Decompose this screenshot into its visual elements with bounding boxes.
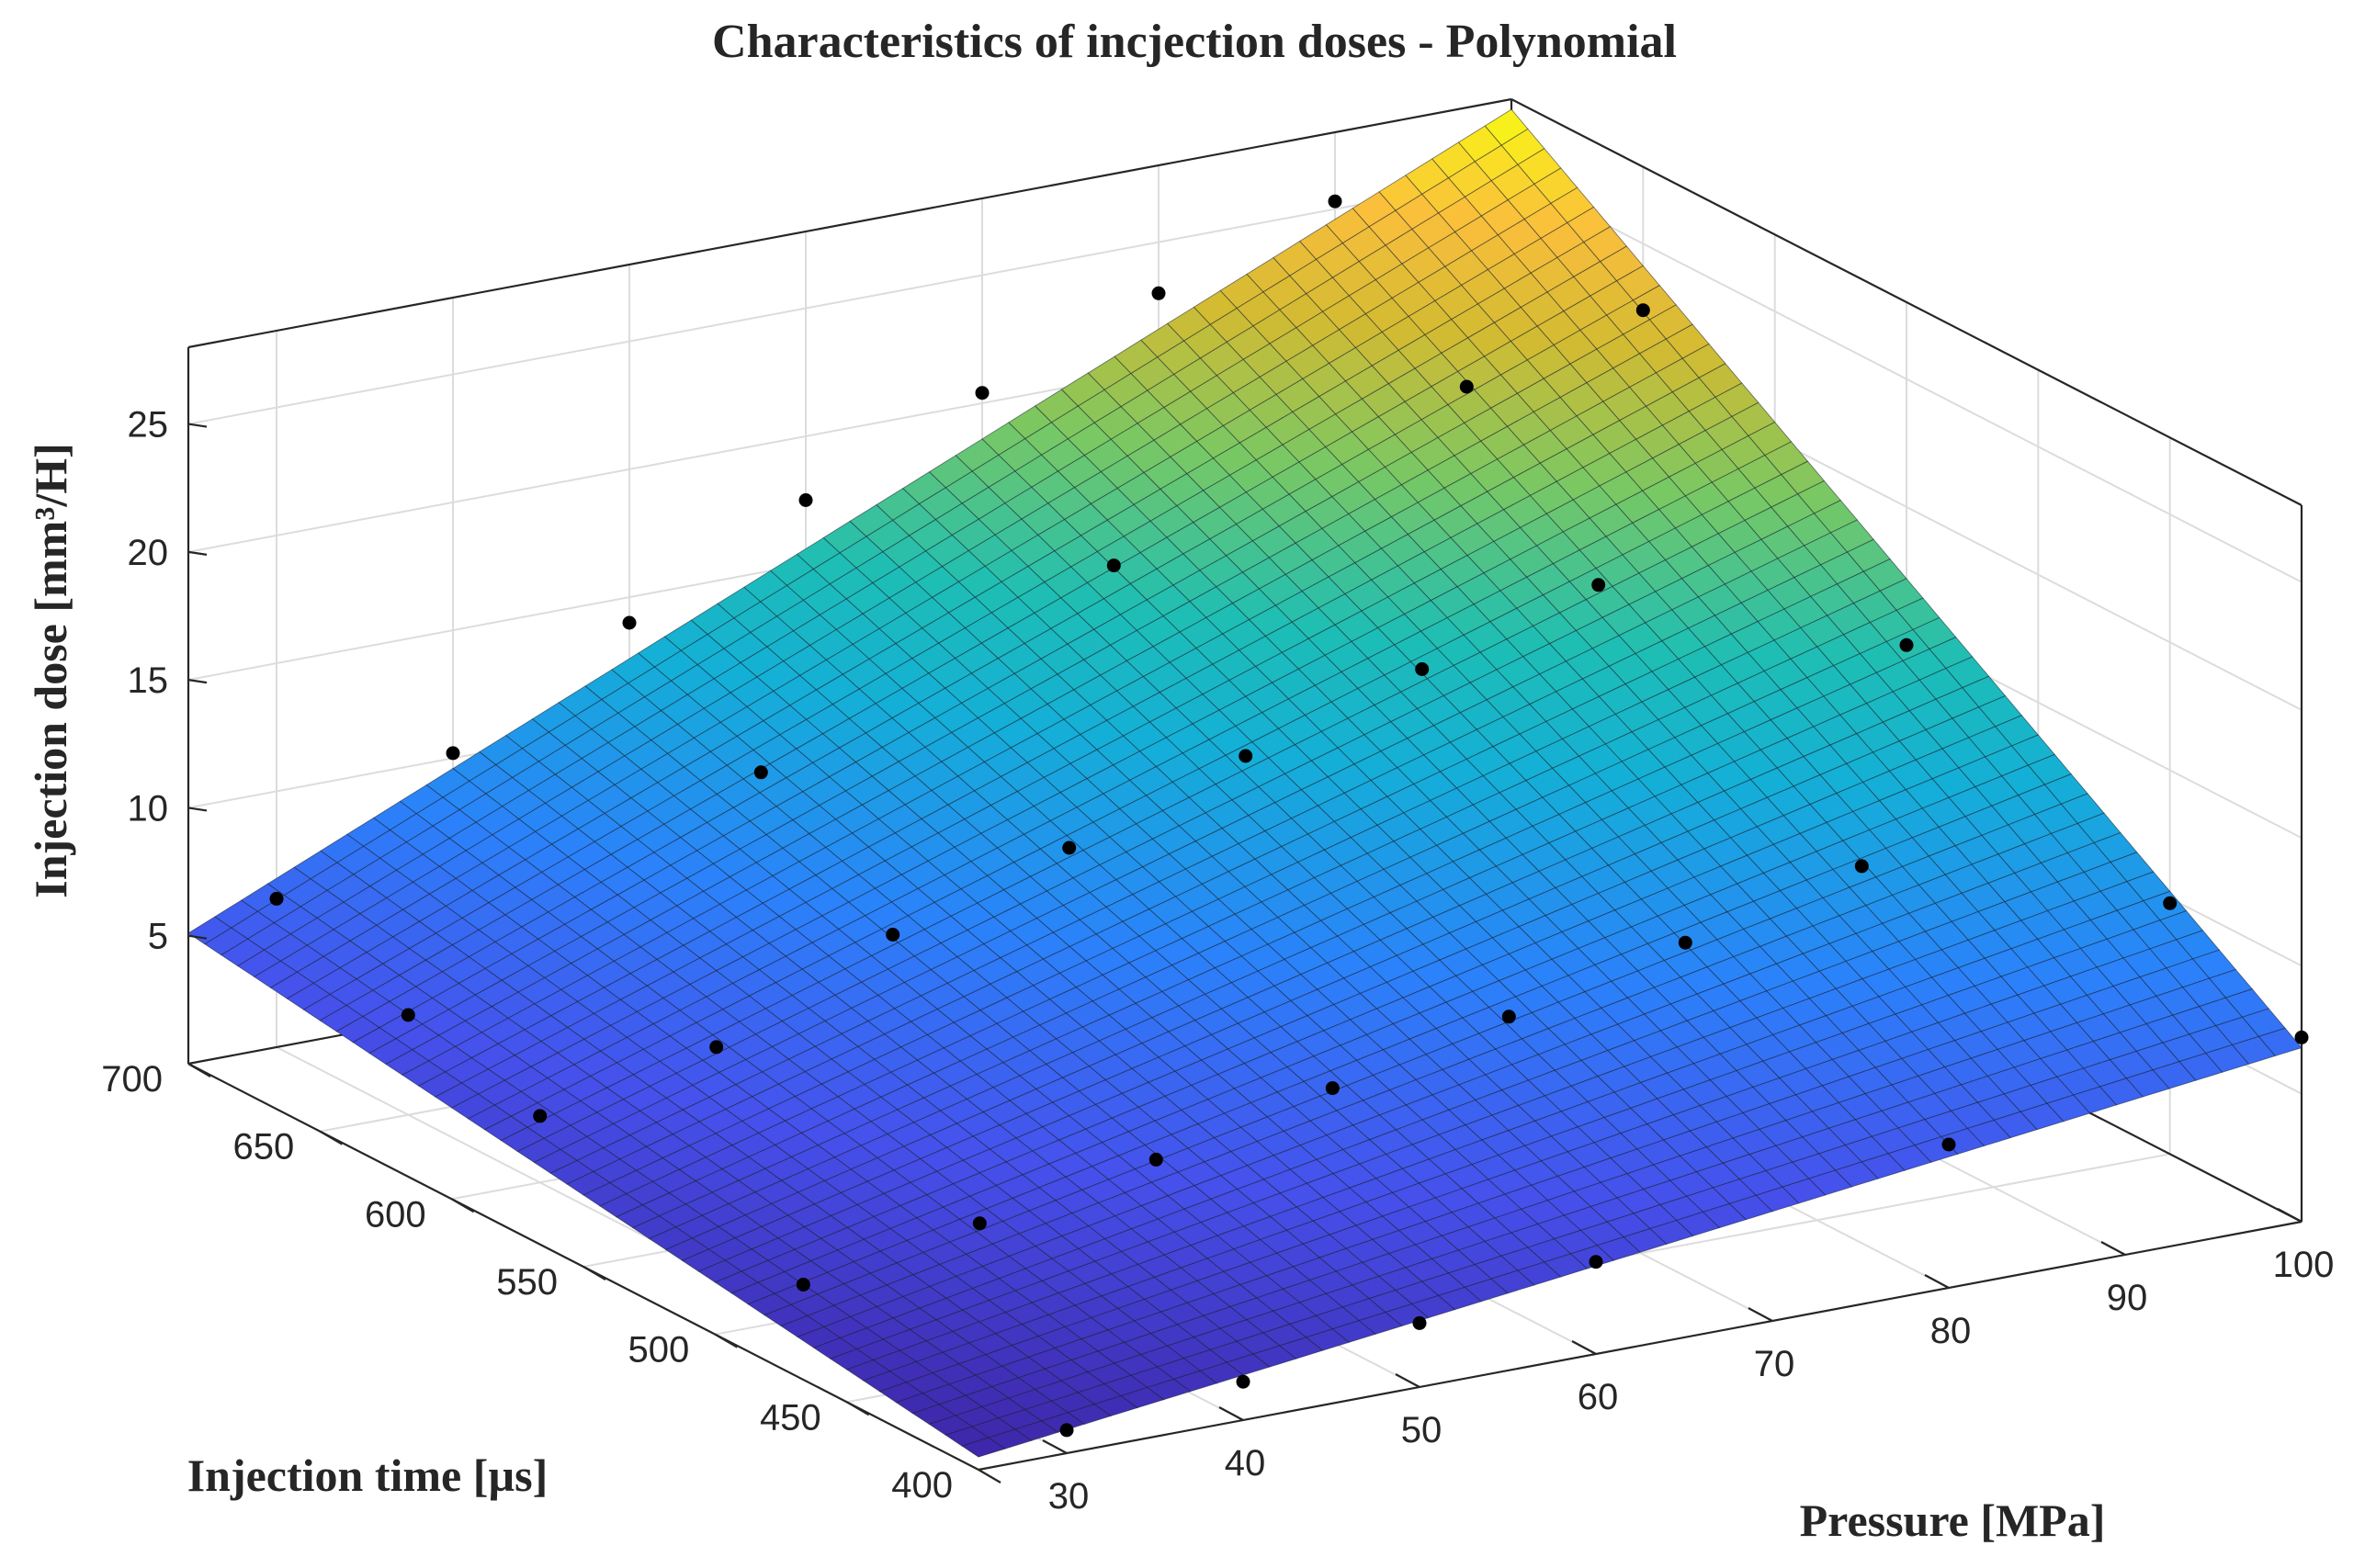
measured-point — [1854, 859, 1869, 874]
x-tick — [2277, 1208, 2302, 1223]
box-edge — [978, 1220, 2302, 1472]
x-tick — [1748, 1307, 1773, 1322]
y-tick-label: 550 — [496, 1262, 558, 1303]
measured-point — [1236, 1374, 1250, 1389]
x-tick-label: 40 — [1225, 1443, 1266, 1483]
z-tick — [187, 807, 208, 812]
y-axis-label: Injection time [µs] — [187, 1450, 549, 1501]
surface-patch — [961, 1437, 1006, 1458]
x-tick — [1218, 1406, 1244, 1421]
z-tick-label: 5 — [148, 917, 168, 957]
measured-point — [1459, 379, 1474, 394]
x-tick-label: 70 — [1754, 1344, 1795, 1384]
x-tick-label: 30 — [1048, 1476, 1090, 1517]
y-tick — [583, 1266, 606, 1280]
measured-points — [269, 194, 2309, 1438]
z-tick-label: 10 — [128, 788, 169, 829]
y-tick — [451, 1198, 475, 1213]
measured-point — [2163, 896, 2178, 910]
box-edge — [187, 97, 1512, 349]
z-tick — [187, 934, 208, 940]
measured-point — [1106, 558, 1121, 573]
measured-point — [2294, 1030, 2309, 1044]
measured-point — [1151, 286, 1166, 300]
x-tick-label: 50 — [1401, 1410, 1443, 1450]
z-axis-label: Injection dose [mm³/H] — [25, 443, 76, 897]
measured-point — [401, 1008, 415, 1022]
x-tick-label: 60 — [1578, 1377, 1619, 1417]
y-tick — [319, 1130, 343, 1145]
measured-point — [533, 1109, 548, 1123]
axis-ticks: 30 40 50 60 70 80 90 100 400 450 500 550 600 650 700 5 1… — [101, 405, 2334, 1517]
measured-point — [975, 386, 990, 400]
measured-point — [1062, 840, 1077, 855]
y-tick-label: 600 — [365, 1194, 426, 1235]
x-tick — [1924, 1274, 1950, 1289]
measured-point — [1328, 194, 1342, 209]
x-axis-label: Pressure [MPa] — [1800, 1495, 2106, 1546]
x-tick — [2100, 1241, 2126, 1256]
measured-point — [1678, 935, 1692, 950]
measured-point — [886, 928, 900, 942]
z-tick — [187, 423, 208, 428]
measured-point — [1899, 637, 1914, 652]
measured-point — [269, 891, 284, 906]
y-tick — [846, 1401, 870, 1416]
measured-point — [1415, 662, 1430, 676]
y-tick-label: 700 — [101, 1059, 163, 1100]
measured-point — [1148, 1152, 1163, 1167]
measured-point — [1589, 1255, 1603, 1269]
y-tick — [187, 1063, 211, 1077]
x-tick-label: 80 — [1930, 1311, 1972, 1351]
y-tick-label: 400 — [891, 1465, 953, 1506]
x-tick — [1042, 1439, 1068, 1454]
y-tick — [714, 1333, 738, 1348]
measured-point — [1635, 303, 1650, 318]
chart-title: Characteristics of incjection doses - Po… — [712, 16, 1677, 68]
x-tick — [1395, 1373, 1420, 1388]
measured-point — [1239, 749, 1253, 763]
measured-point — [1941, 1137, 1956, 1152]
x-tick-label: 90 — [2107, 1278, 2148, 1318]
x-tick — [1571, 1340, 1597, 1355]
measured-point — [972, 1216, 987, 1231]
box-edge — [1510, 98, 2302, 506]
y-tick-label: 500 — [628, 1330, 690, 1371]
measured-point — [753, 765, 768, 780]
y-tick — [978, 1469, 1001, 1483]
measured-point — [796, 1278, 810, 1292]
z-tick — [187, 550, 208, 556]
measured-point — [1591, 578, 1606, 592]
z-tick-label: 15 — [128, 660, 169, 701]
x-tick-label: 100 — [2273, 1245, 2335, 1285]
measured-point — [1501, 1010, 1516, 1024]
z-tick — [187, 679, 208, 684]
y-tick-label: 450 — [760, 1397, 821, 1438]
surface-layer — [187, 108, 2302, 1458]
measured-point — [798, 493, 813, 507]
y-tick-label: 650 — [233, 1127, 295, 1168]
measured-point — [709, 1040, 724, 1055]
z-tick-label: 20 — [128, 533, 169, 573]
z-tick-label: 25 — [128, 405, 169, 446]
measured-point — [446, 746, 460, 761]
measured-point — [1325, 1081, 1340, 1096]
measured-point — [622, 615, 637, 630]
measured-point — [1059, 1423, 1074, 1438]
measured-point — [1412, 1315, 1427, 1330]
